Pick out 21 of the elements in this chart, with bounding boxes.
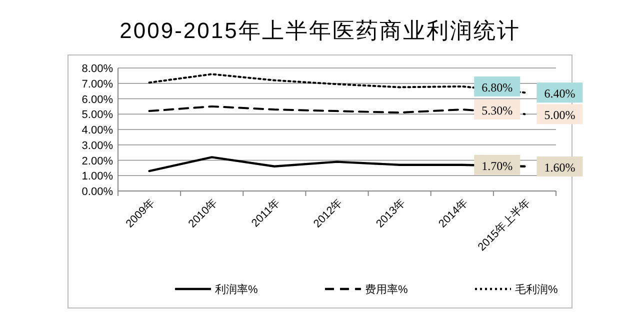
y-tick-label: 4.00% [82,124,114,136]
line-series [148,73,526,94]
line-series [148,105,526,116]
y-tick-label: 3.00% [82,140,114,152]
legend-label: 毛利润% [515,283,558,296]
data-label: 6.80% [482,80,513,94]
data-label: 1.60% [544,160,576,174]
y-tick-label: 0.00% [82,186,114,198]
data-label: 6.40% [544,86,576,101]
y-tick-label: 7.00% [82,78,114,90]
legend-label: 利润率% [215,283,258,296]
y-tick-label: 8.00% [82,63,114,75]
chart-title: 2009-2015年上半年医药商业利润统计 [120,18,520,43]
y-tick-label: 5.00% [82,109,114,122]
y-tick-label: 1.00% [82,170,114,183]
data-label: 5.00% [544,108,576,122]
data-label: 5.30% [482,104,513,118]
data-label: 1.70% [482,158,513,173]
y-tick-label: 2.00% [82,155,114,168]
y-tick-label: 6.00% [82,94,114,106]
legend-label: 费用率% [365,283,408,296]
